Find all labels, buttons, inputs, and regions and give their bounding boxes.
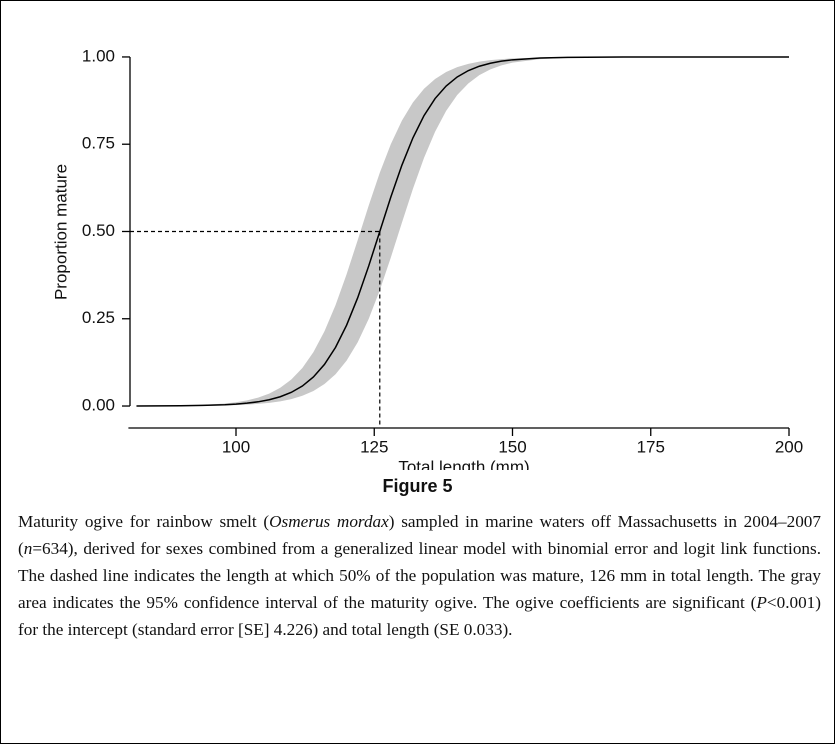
caption-italic: P [756, 593, 767, 612]
x-tick-label: 200 [775, 437, 803, 456]
x-tick-label: 125 [360, 437, 388, 456]
x-tick-label: 150 [498, 437, 526, 456]
confidence-band [136, 56, 789, 406]
y-tick-label: 1.00 [82, 46, 115, 65]
caption-text: =634), derived for sexes combined from a… [18, 539, 821, 612]
x-tick-label: 100 [222, 437, 250, 456]
caption-text: <0.001) for the intercept (standard erro… [18, 593, 821, 639]
y-tick-label: 0.00 [82, 396, 115, 415]
chart: Total length (mm) Proportion mature 100 1… [51, 46, 803, 470]
caption-italic: n [23, 539, 33, 558]
x-axis-label: Total length (mm) [398, 457, 529, 470]
caption-text: ) sampled in marine waters off Massachus… [18, 512, 821, 558]
ogive-line [136, 56, 789, 407]
y-tick-label: 0.75 [82, 134, 115, 153]
caption-italic: Osmerus mordax [269, 512, 389, 531]
y-tick-label: 0.25 [82, 308, 115, 327]
figure-label: Figure 5 [382, 476, 453, 496]
y-axis-label: Proportion mature [51, 164, 70, 300]
caption-text: Maturity ogive for rainbow smelt ( [18, 512, 270, 531]
figure-caption: Maturity ogive for rainbow smelt (Osmeru… [18, 508, 821, 643]
y-tick-label: 0.50 [82, 221, 115, 240]
x-tick-label: 175 [637, 437, 665, 456]
